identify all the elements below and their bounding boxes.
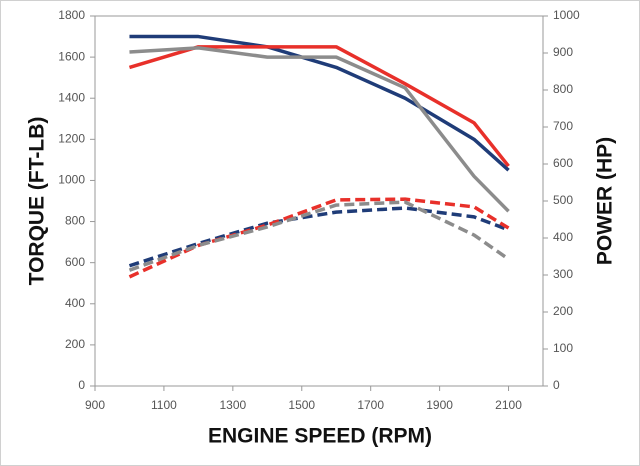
y2-tick-label: 400 [553,230,573,244]
series-line [129,46,510,213]
y2-tick-label: 200 [553,304,573,318]
x-tick-label: 1900 [426,398,453,412]
series-line [128,200,510,272]
y-tick-label: 1200 [58,132,85,146]
y-tick-label: 600 [65,255,85,269]
y2-tick-label: 1000 [553,8,580,22]
y-tick-label: 200 [65,337,85,351]
y-tick-label: 1800 [58,8,85,22]
x-tick-label: 1100 [151,398,177,412]
x-tick-label: 900 [85,398,105,412]
x-tick-label: 2100 [495,398,522,412]
y-tick-label: 400 [65,296,85,310]
y-tick-label: 0 [78,378,85,392]
y-axis-title: TORQUE (FT-LB) [26,117,49,286]
series-line [128,206,510,268]
x-tick-label: 1300 [219,398,246,412]
x-tick-label: 1700 [357,398,384,412]
y-tick-label: 800 [65,214,85,228]
series-line [128,197,510,279]
y2-tick-label: 100 [553,341,573,355]
y-tick-label: 1400 [58,90,85,104]
y2-tick-label: 900 [553,45,573,59]
y2-tick-label: 600 [553,156,573,170]
y2-axis-title: POWER (HP) [594,137,617,265]
series-line [129,34,510,172]
y2-tick-label: 800 [553,82,573,96]
y-tick-label: 1600 [58,49,85,63]
x-tick-label: 1500 [288,398,315,412]
y2-tick-label: 700 [553,119,573,133]
x-axis-title: ENGINE SPEED (RPM) [208,425,432,448]
y2-tick-label: 0 [553,378,560,392]
y2-tick-label: 500 [553,193,573,207]
y2-tick-label: 300 [553,267,573,281]
y-tick-label: 1000 [58,173,85,187]
